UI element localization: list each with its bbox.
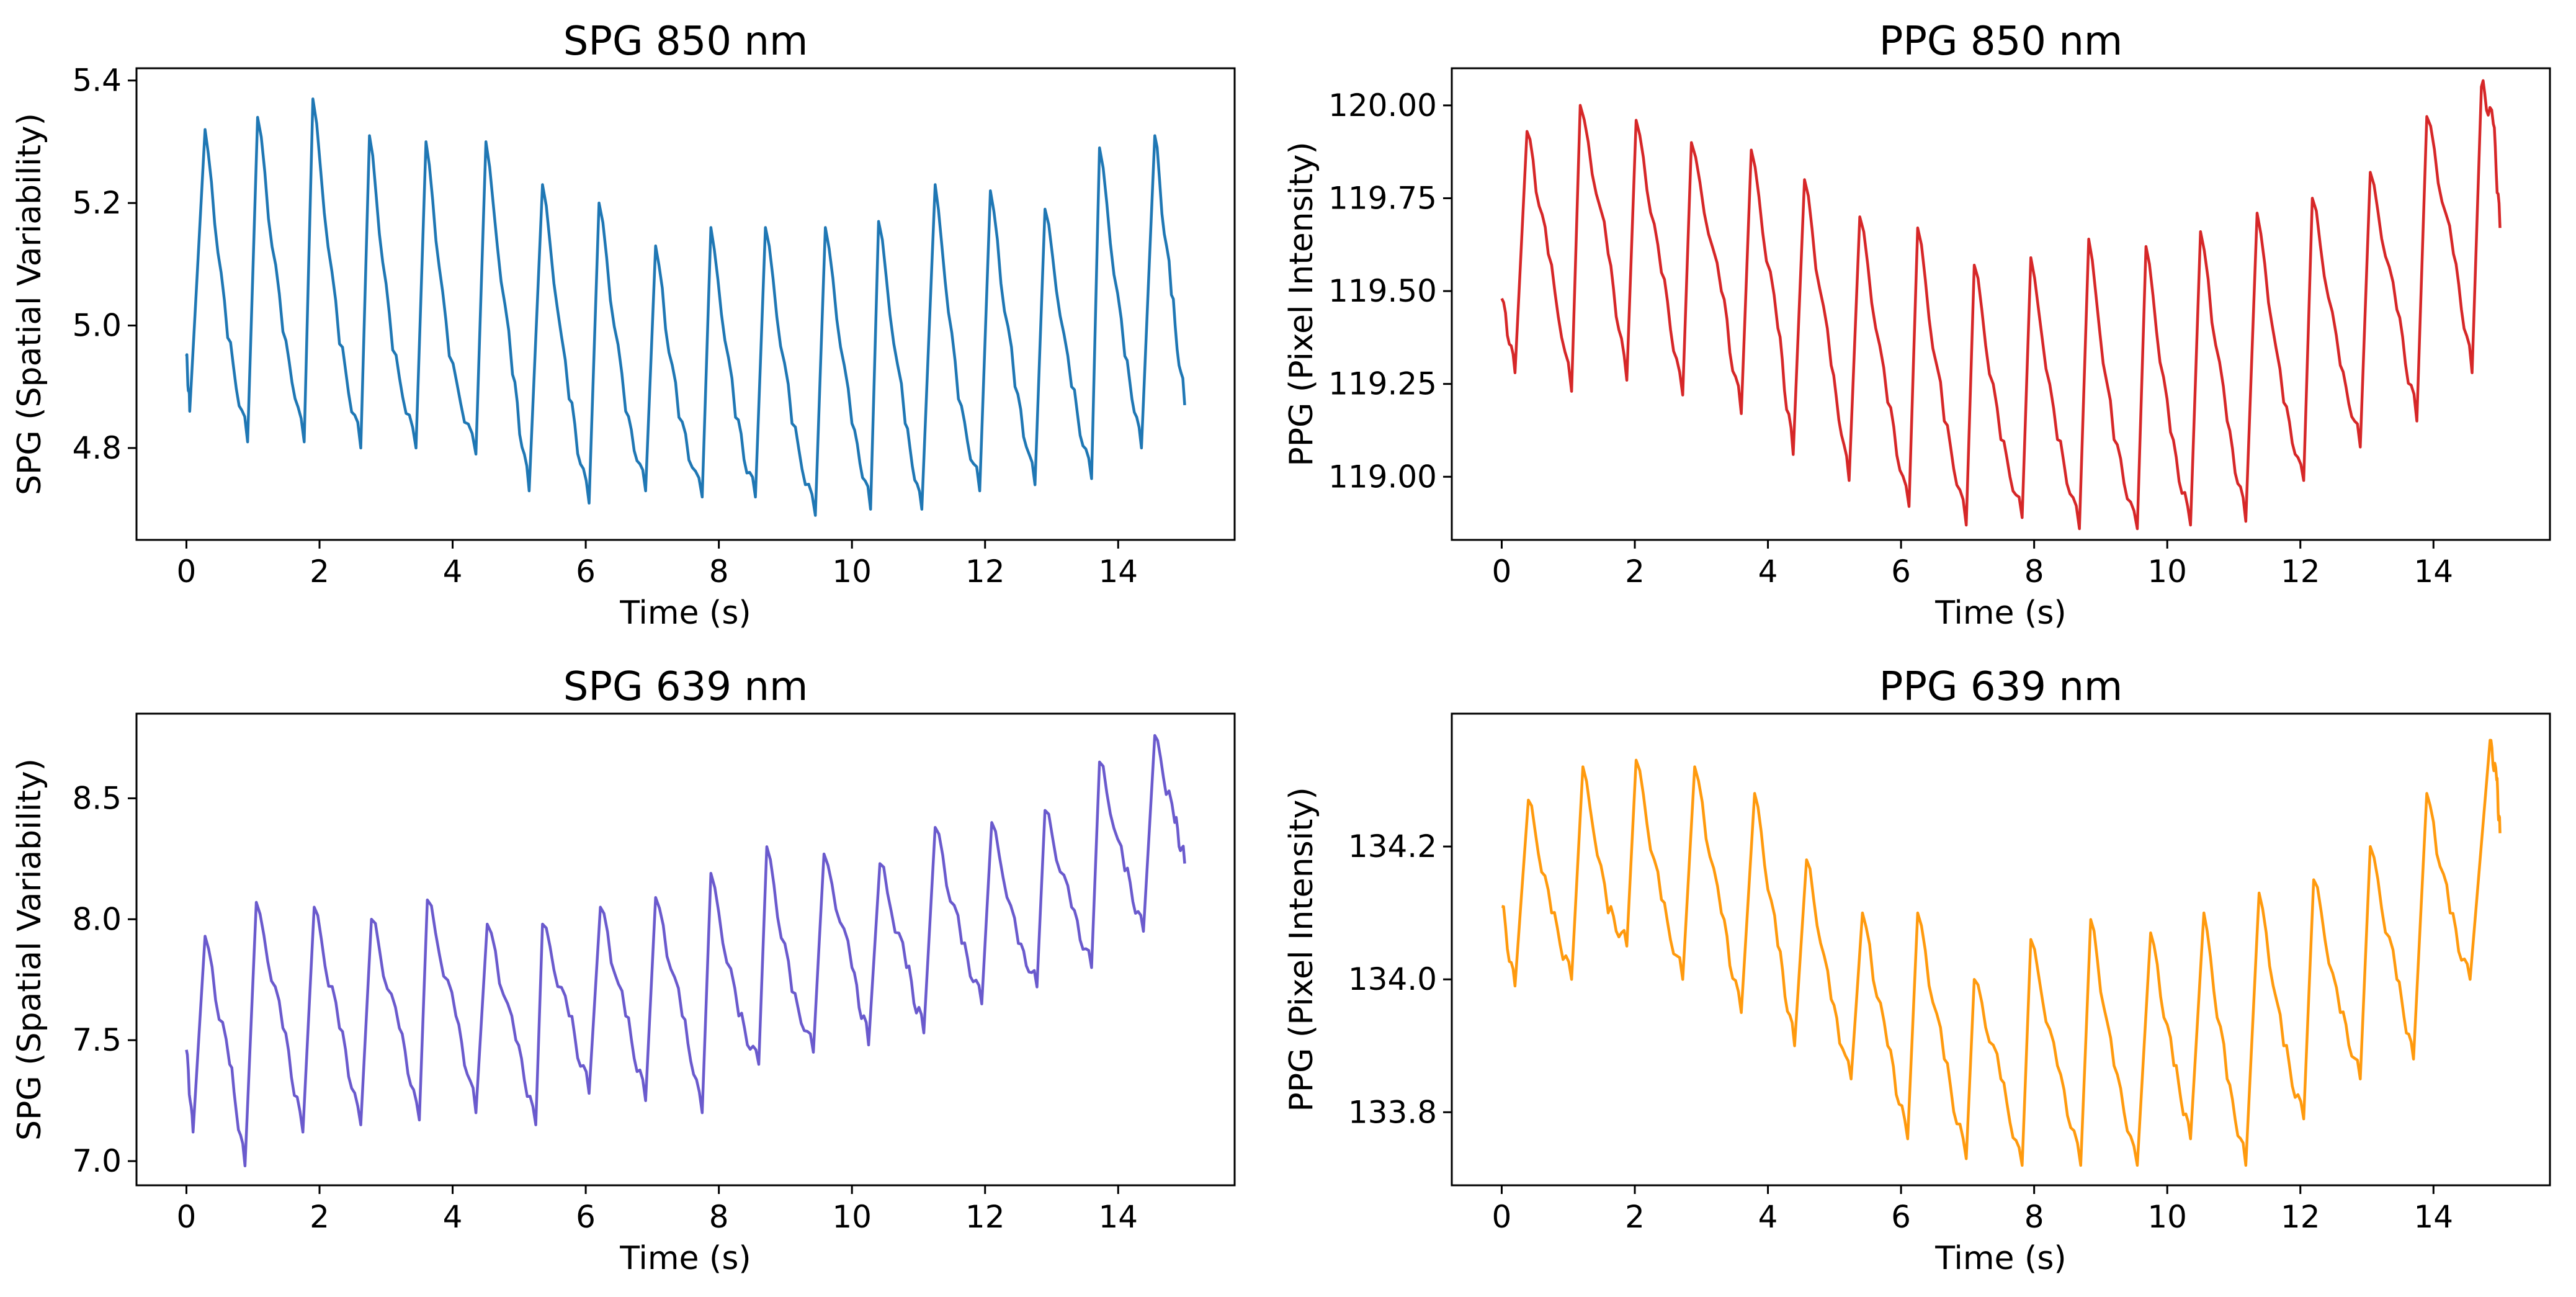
y-tick-label: 119.00: [1328, 459, 1437, 495]
x-tick-label: 8: [2024, 554, 2044, 590]
x-tick-label: 12: [965, 1199, 1005, 1235]
subplot-1: SPG 850 nm 0 2 4 6 8 10 12 14 4.8 5.0 5.2 5.4 Time (s…: [11, 19, 1236, 632]
y-tick-label: 7.5: [72, 1022, 122, 1058]
x-tick-label: 2: [1625, 554, 1645, 590]
x-tick-label: 10: [832, 554, 872, 590]
subplot-3: SPG 639 nm 0 2 4 6 8 10 12 14 7.0 7.5 8.0 8.5 Time (s…: [11, 664, 1236, 1277]
axes-frame: [1451, 67, 2551, 541]
x-axis-label: Time (s): [1934, 1240, 2066, 1277]
y-tick-label: 5.4: [72, 63, 122, 99]
x-tick-label: 14: [1098, 1199, 1138, 1235]
x-tick-label: 6: [576, 1199, 596, 1235]
x-tick-label: 2: [310, 1199, 329, 1235]
axes-frame: [135, 67, 1236, 541]
x-tick-label: 4: [1758, 1199, 1778, 1235]
x-tick-label: 0: [1492, 554, 1512, 590]
x-tick-label: 6: [576, 554, 596, 590]
y-tick-label: 119.25: [1328, 366, 1437, 402]
x-tick-label: 4: [443, 1199, 463, 1235]
x-tick-label: 2: [1625, 1199, 1645, 1235]
y-tick-label: 120.00: [1328, 88, 1437, 123]
x-tick-label: 12: [2281, 554, 2320, 590]
x-tick-label: 12: [965, 554, 1005, 590]
x-tick-label: 0: [177, 1199, 197, 1235]
x-tick-label: 2: [310, 554, 329, 590]
chart-title: PPG 850 nm: [1879, 19, 2123, 65]
y-axis-label: PPG (Pixel Intensity): [1283, 141, 1320, 466]
x-axis-label: Time (s): [1934, 595, 2066, 632]
axes-frame: [135, 712, 1236, 1187]
x-axis-label: Time (s): [619, 595, 751, 632]
subplot-4: PPG 639 nm 0 2 4 6 8 10 12 14 133.8 134.0 134.2 Time…: [1283, 664, 2551, 1277]
x-tick-label: 0: [1492, 1199, 1512, 1235]
y-tick-label: 119.75: [1328, 180, 1437, 216]
y-tick-label: 133.8: [1348, 1094, 1437, 1130]
x-tick-label: 8: [709, 554, 729, 590]
y-tick-label: 5.2: [72, 185, 122, 221]
x-tick-label: 14: [1098, 554, 1138, 590]
x-tick-label: 6: [1891, 554, 1911, 590]
series-line: [1500, 79, 2502, 531]
y-tick-label: 119.50: [1328, 273, 1437, 309]
x-tick-label: 14: [2413, 554, 2453, 590]
y-tick-label: 8.0: [72, 901, 122, 937]
x-tick-label: 10: [2147, 1199, 2187, 1235]
x-tick-label: 8: [709, 1199, 729, 1235]
x-axis-label: Time (s): [619, 1240, 751, 1277]
subplot-2: PPG 850 nm 0 2 4 6 8 10 12 14 119.00 119.25 119.50 1…: [1283, 19, 2551, 632]
x-tick-label: 10: [832, 1199, 872, 1235]
x-tick-label: 12: [2281, 1199, 2320, 1235]
chart-title: PPG 639 nm: [1879, 664, 2123, 710]
y-tick-label: 134.0: [1348, 961, 1437, 997]
x-tick-label: 4: [1758, 554, 1778, 590]
x-tick-label: 6: [1891, 1199, 1911, 1235]
axes-frame: [1451, 712, 2551, 1187]
y-tick-label: 7.0: [72, 1143, 122, 1179]
y-axis-label: SPG (Spatial Variability): [11, 758, 48, 1141]
chart-title: SPG 850 nm: [563, 19, 808, 65]
y-axis-label: SPG (Spatial Variability): [11, 113, 48, 495]
y-axis-label: PPG (Pixel Intensity): [1283, 787, 1320, 1111]
x-tick-label: 14: [2413, 1199, 2453, 1235]
series-line: [1501, 738, 2502, 1167]
y-tick-label: 5.0: [72, 308, 122, 344]
y-tick-label: 4.8: [72, 430, 122, 466]
x-tick-label: 10: [2147, 554, 2187, 590]
y-tick-label: 8.5: [72, 780, 122, 816]
x-tick-label: 0: [177, 554, 197, 590]
series-line: [185, 97, 1186, 517]
x-tick-label: 8: [2024, 1199, 2044, 1235]
x-tick-label: 4: [443, 554, 463, 590]
series-line: [185, 734, 1186, 1168]
chart-title: SPG 639 nm: [563, 664, 808, 710]
y-tick-label: 134.2: [1348, 828, 1437, 864]
